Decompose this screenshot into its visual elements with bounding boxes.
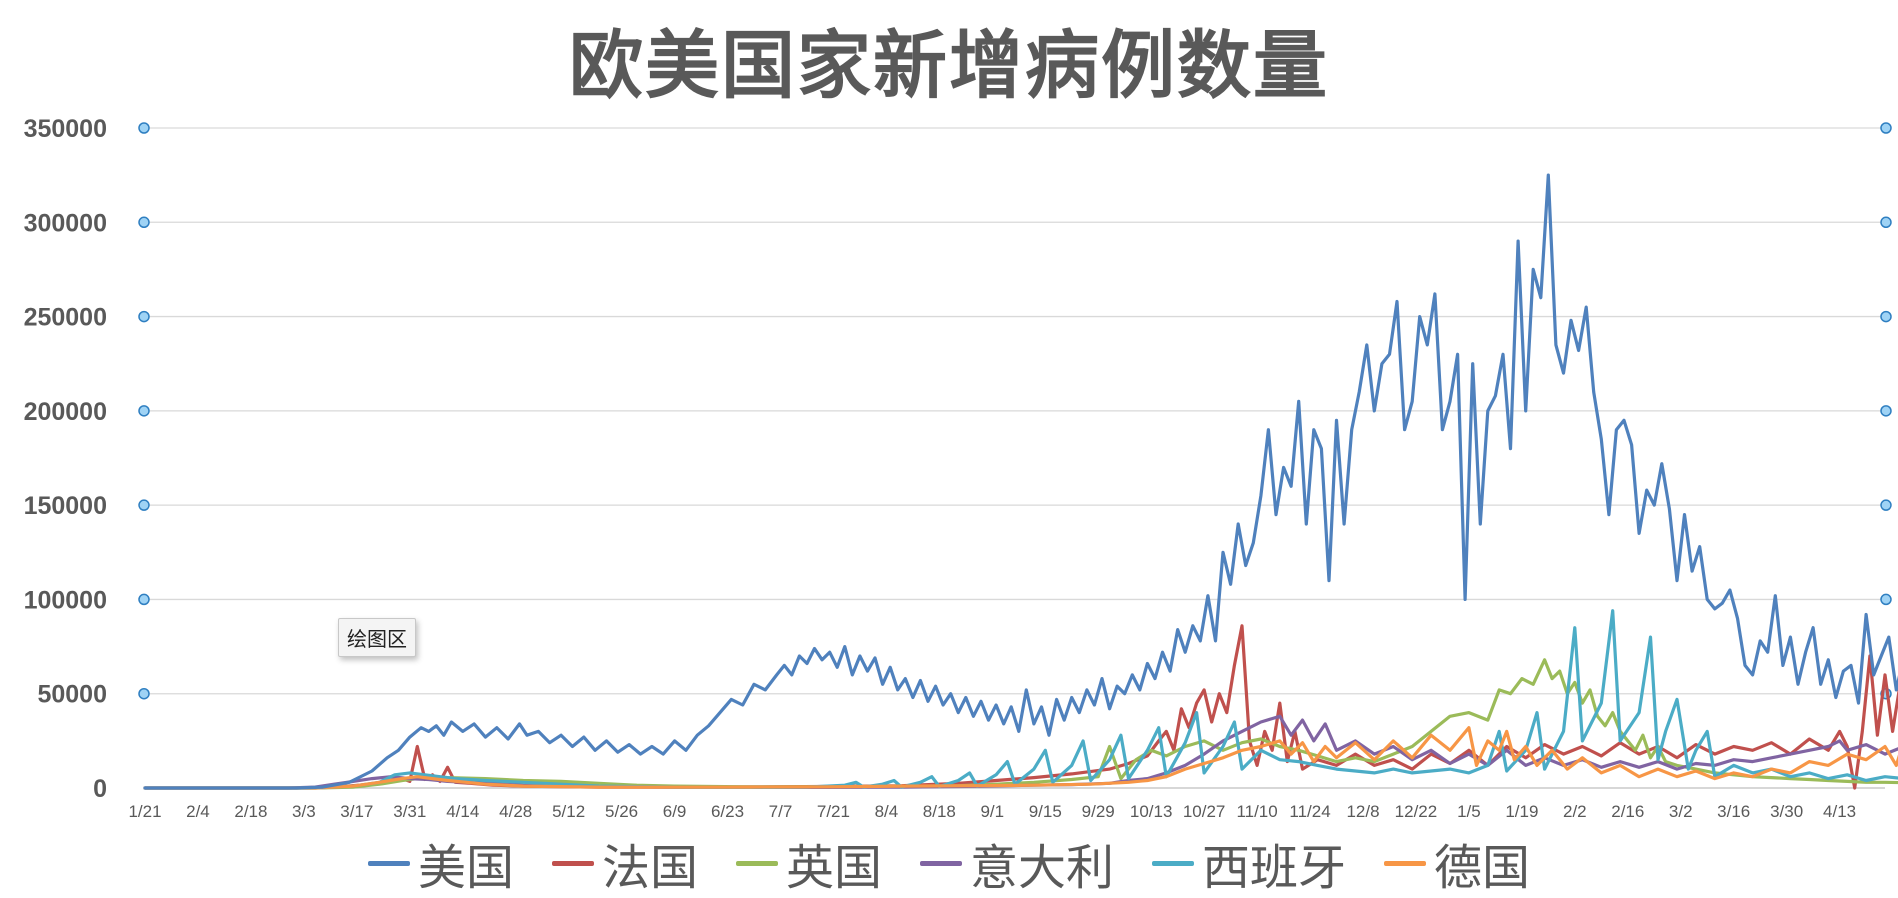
axis-selection-handle[interactable] [1880, 122, 1892, 134]
x-tick-label: 2/2 [1563, 802, 1587, 821]
plot-area-tooltip: 绘图区 [338, 618, 416, 657]
gridlines [145, 127, 1885, 789]
x-tick-label: 1/21 [128, 802, 161, 821]
legend-item[interactable]: 德国 [1384, 828, 1530, 898]
y-tick-label: 50000 [37, 681, 107, 709]
x-tick-label: 4/13 [1823, 802, 1856, 821]
series-line-5[interactable] [143, 726, 1898, 790]
axis-selection-handles[interactable] [138, 122, 1892, 700]
x-tick-label: 9/1 [980, 802, 1004, 821]
x-axis-tick-labels: 1/21 2/4 2/18 3/3 3/17 3/31 4/14 4/28 5/12 5/26 6/… [128, 802, 1856, 821]
axis-selection-handle[interactable] [1880, 310, 1892, 323]
legend-label: 美国 [417, 840, 514, 896]
legend-swatch [1384, 860, 1427, 866]
x-tick-label: 2/4 [186, 802, 210, 821]
legend-item[interactable]: 法国 [551, 828, 698, 898]
x-tick-label: 8/18 [923, 802, 956, 821]
x-tick-label: 9/15 [1029, 802, 1062, 821]
legend[interactable]: 美国 法国 英国 意大利 西班牙 德国 [0, 828, 1898, 898]
legend-swatch [367, 860, 410, 866]
x-tick-label: 2/18 [234, 802, 267, 821]
y-tick-label: 100000 [24, 586, 107, 614]
legend-label: 意大利 [970, 840, 1115, 896]
y-tick-label: 350000 [24, 115, 107, 143]
x-tick-label: 7/21 [817, 802, 850, 821]
x-tick-label: 11/10 [1236, 802, 1277, 821]
series-lines[interactable] [143, 173, 1898, 790]
x-tick-label: 6/23 [711, 802, 744, 821]
y-tick-label: 0 [93, 775, 107, 803]
axis-selection-handle[interactable] [1880, 405, 1892, 417]
x-tick-label: 4/14 [446, 802, 479, 821]
x-tick-label: 12/22 [1395, 802, 1438, 821]
axis-selection-handle[interactable] [138, 499, 150, 511]
x-tick-label: 8/4 [875, 802, 899, 821]
legend-item[interactable]: 意大利 [920, 828, 1114, 898]
axis-selection-handle[interactable] [138, 310, 150, 323]
x-tick-label: 3/17 [340, 802, 373, 821]
y-tick-label: 150000 [24, 492, 107, 520]
axis-selection-handle[interactable] [1880, 499, 1892, 511]
legend-label: 英国 [785, 840, 882, 896]
x-tick-label: 9/29 [1082, 802, 1115, 821]
legend-swatch [920, 860, 962, 866]
x-tick-label: 4/28 [499, 802, 532, 821]
legend-swatch [1152, 860, 1195, 866]
legend-item[interactable]: 英国 [735, 828, 882, 898]
x-tick-label: 3/31 [393, 802, 426, 821]
chart-title: 欧美国家新增病例数量 [569, 23, 1329, 109]
x-tick-label: 10/13 [1130, 802, 1173, 821]
y-tick-label: 250000 [24, 304, 107, 332]
axis-selection-handle[interactable] [138, 405, 150, 417]
axis-selection-handle[interactable] [138, 122, 150, 134]
legend-item[interactable]: 西班牙 [1152, 828, 1346, 898]
legend-swatch [551, 860, 594, 866]
x-tick-label: 1/19 [1505, 802, 1538, 821]
y-axis-tick-labels: 0 50000 100000 150000 200000 250000 300000 3500… [24, 115, 107, 803]
y-tick-label: 200000 [24, 398, 107, 426]
x-tick-label: 6/9 [663, 802, 687, 821]
legend-item[interactable]: 美国 [367, 828, 514, 898]
x-tick-label: 12/8 [1346, 802, 1379, 821]
x-tick-label: 3/16 [1717, 802, 1750, 821]
axis-selection-handle[interactable] [1880, 593, 1892, 606]
x-tick-label: 5/12 [552, 802, 585, 821]
y-tick-label: 300000 [24, 209, 107, 237]
x-tick-label: 2/16 [1611, 802, 1644, 821]
x-tick-label: 3/2 [1669, 802, 1693, 821]
legend-label: 法国 [601, 840, 698, 896]
legend-label: 德国 [1434, 840, 1531, 896]
legend-label: 西班牙 [1202, 840, 1347, 896]
axis-selection-handle[interactable] [1880, 216, 1892, 229]
axis-selection-handle[interactable] [138, 593, 150, 606]
legend-swatch [735, 860, 778, 866]
x-tick-label: 11/24 [1289, 802, 1330, 821]
x-tick-label: 7/7 [769, 802, 793, 821]
x-tick-label: 5/26 [605, 802, 638, 821]
x-tick-label: 3/30 [1770, 802, 1803, 821]
x-tick-label: 1/5 [1457, 802, 1481, 821]
axis-selection-handle[interactable] [138, 687, 150, 700]
axis-selection-handle[interactable] [138, 216, 150, 229]
series-line-0[interactable] [143, 173, 1898, 790]
x-tick-label: 10/27 [1183, 802, 1226, 821]
x-tick-label: 3/3 [292, 802, 316, 821]
